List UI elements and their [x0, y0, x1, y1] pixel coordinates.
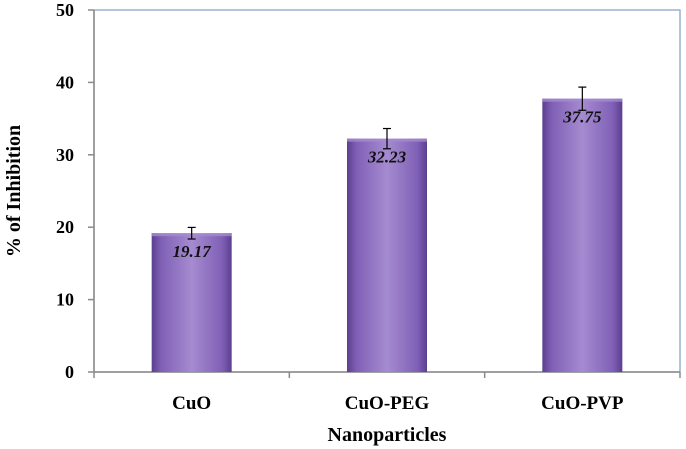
y-tick-label: 10 [56, 290, 74, 310]
x-axis-title: Nanoparticles [328, 424, 447, 446]
x-tick-label: CuO-PVP [541, 393, 624, 414]
y-tick-label: 40 [56, 72, 74, 92]
data-label: 32.23 [367, 148, 407, 167]
x-tick-label: CuO-PEG [345, 393, 430, 414]
y-axis-title: % of Inhibition [3, 125, 25, 257]
y-tick-label: 30 [56, 145, 74, 165]
data-label: 37.75 [562, 108, 602, 127]
x-tick-label: CuO [172, 393, 211, 414]
bar-cuo [151, 233, 232, 372]
data-labels: 19.17 32.23 37.75 [173, 108, 602, 262]
x-axis: CuO CuO-PEG CuO-PVP [93, 371, 681, 414]
data-label: 19.17 [173, 242, 213, 261]
y-axis: 0 10 20 30 40 50 [56, 0, 95, 382]
y-tick-label: 0 [65, 362, 74, 382]
bar-cuo-peg [347, 138, 427, 372]
y-tick-label: 20 [56, 217, 74, 237]
y-tick-label: 50 [56, 0, 74, 20]
bar-cuo-pvp [542, 98, 623, 372]
error-bars [187, 86, 587, 240]
